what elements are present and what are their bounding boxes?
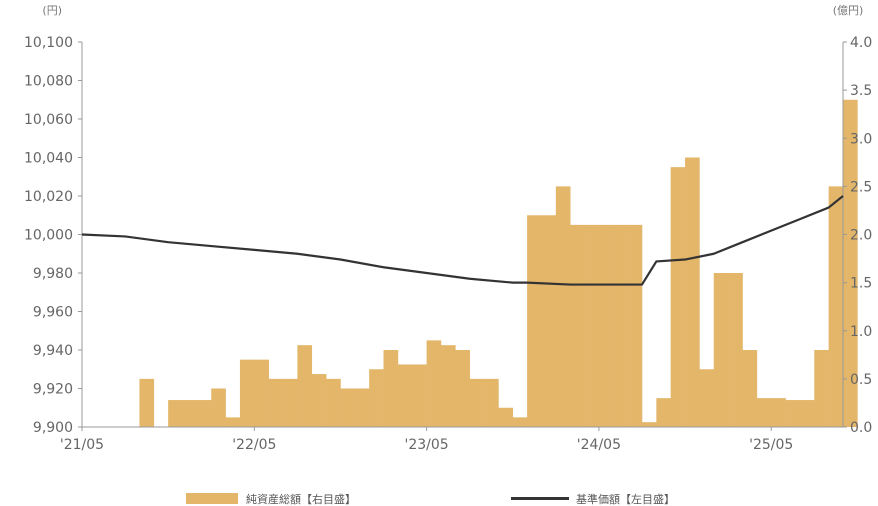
nav-bar bbox=[283, 378, 298, 428]
nav-bar bbox=[814, 350, 829, 427]
nav-bar bbox=[297, 345, 313, 427]
x-tick-label: '24/05 bbox=[577, 437, 621, 453]
left-tick-label: 10,040 bbox=[24, 151, 73, 167]
nav-bar bbox=[340, 388, 356, 427]
price-line bbox=[81, 195, 844, 286]
nav-bar bbox=[828, 186, 844, 428]
nav-bar bbox=[484, 378, 499, 428]
nav-bar bbox=[139, 378, 155, 428]
nav-bar bbox=[311, 374, 327, 427]
left-tick-label: 9,940 bbox=[33, 343, 73, 359]
nav-bar bbox=[512, 417, 528, 428]
nav-bar bbox=[699, 369, 715, 427]
legend: 純資産総額【右目盛】 基準価額【左目盛】 bbox=[186, 492, 675, 506]
legend-label-line: 基準価額【左目盛】 bbox=[576, 492, 675, 506]
right-tick-label: 0.5 bbox=[850, 372, 872, 388]
left-unit-label: (円) bbox=[42, 4, 62, 17]
nav-bar bbox=[670, 167, 686, 428]
left-tick-label: 10,100 bbox=[24, 35, 73, 51]
legend-label-bar: 純資産総額【右目盛】 bbox=[246, 492, 356, 506]
right-tick-label: 1.5 bbox=[850, 276, 872, 292]
nav-bar bbox=[570, 224, 585, 428]
right-tick-label: 2.0 bbox=[850, 228, 872, 244]
right-tick-label: 3.5 bbox=[850, 83, 872, 99]
left-tick-label: 10,020 bbox=[24, 189, 73, 205]
left-tick-label: 9,960 bbox=[33, 305, 73, 321]
x-tick-label: '21/05 bbox=[60, 437, 104, 453]
nav-bar bbox=[843, 99, 858, 427]
nav-bar bbox=[627, 224, 643, 428]
nav-bar bbox=[455, 350, 470, 427]
nav-bar bbox=[469, 378, 485, 428]
nav-bar bbox=[354, 388, 370, 427]
nav-bars bbox=[139, 99, 858, 428]
right-tick-label: 3.0 bbox=[850, 131, 872, 147]
nav-bar bbox=[498, 407, 514, 427]
nav-bar bbox=[168, 400, 183, 427]
right-unit-label: (億円) bbox=[833, 4, 864, 17]
nav-bar bbox=[756, 398, 772, 428]
left-tick-label: 10,000 bbox=[24, 228, 73, 244]
nav-bar bbox=[613, 224, 628, 428]
left-tick-label: 9,920 bbox=[33, 382, 73, 398]
nav-bar bbox=[685, 157, 700, 427]
nav-bar bbox=[268, 378, 284, 428]
legend-swatch-line bbox=[511, 497, 569, 500]
nav-bar bbox=[369, 369, 384, 427]
nav-bar bbox=[785, 400, 801, 427]
nav-bar bbox=[383, 350, 399, 427]
x-tick-label: '23/05 bbox=[405, 437, 449, 453]
nav-bar bbox=[239, 359, 255, 428]
right-tick-label: 4.0 bbox=[850, 35, 872, 51]
right-tick-label: 0.0 bbox=[850, 420, 872, 436]
nav-bar bbox=[440, 345, 456, 427]
nav-bar bbox=[254, 359, 269, 428]
x-tick-label: '22/05 bbox=[232, 437, 276, 453]
left-tick-label: 10,060 bbox=[24, 112, 73, 128]
nav-bar bbox=[728, 273, 743, 427]
nav-bar bbox=[196, 400, 212, 427]
nav-bar bbox=[656, 398, 671, 428]
right-tick-label: 2.5 bbox=[850, 179, 872, 195]
nav-bar bbox=[555, 186, 571, 428]
right-tick-label: 1.0 bbox=[850, 324, 872, 340]
nav-bar bbox=[742, 350, 758, 427]
nav-bar bbox=[527, 215, 542, 427]
nav-bar bbox=[426, 340, 442, 428]
left-tick-label: 10,080 bbox=[24, 74, 73, 90]
price-line-path bbox=[81, 195, 844, 286]
nav-bar bbox=[211, 388, 226, 427]
nav-bar bbox=[584, 224, 600, 428]
axis-units: (円) (億円) bbox=[42, 4, 863, 17]
nav-bar bbox=[397, 364, 413, 427]
nav-bar bbox=[326, 378, 341, 428]
nav-bar bbox=[799, 400, 815, 427]
x-tick-label: '25/05 bbox=[749, 437, 793, 453]
nav-bar bbox=[713, 273, 729, 427]
nav-bar bbox=[225, 417, 241, 428]
nav-bar bbox=[412, 364, 427, 427]
nav-bar bbox=[598, 224, 614, 428]
nav-bar bbox=[641, 422, 657, 427]
left-tick-label: 9,980 bbox=[33, 266, 73, 282]
legend-swatch-bar bbox=[186, 493, 238, 504]
left-tick-label: 9,900 bbox=[33, 420, 73, 436]
nav-bar bbox=[771, 398, 786, 428]
nav-bar bbox=[541, 215, 557, 427]
nav-bar bbox=[182, 400, 198, 427]
tick-labels: 9,900 9,920 9,940 9,960 9,980 10,000 10,020 10,… bbox=[24, 35, 872, 453]
